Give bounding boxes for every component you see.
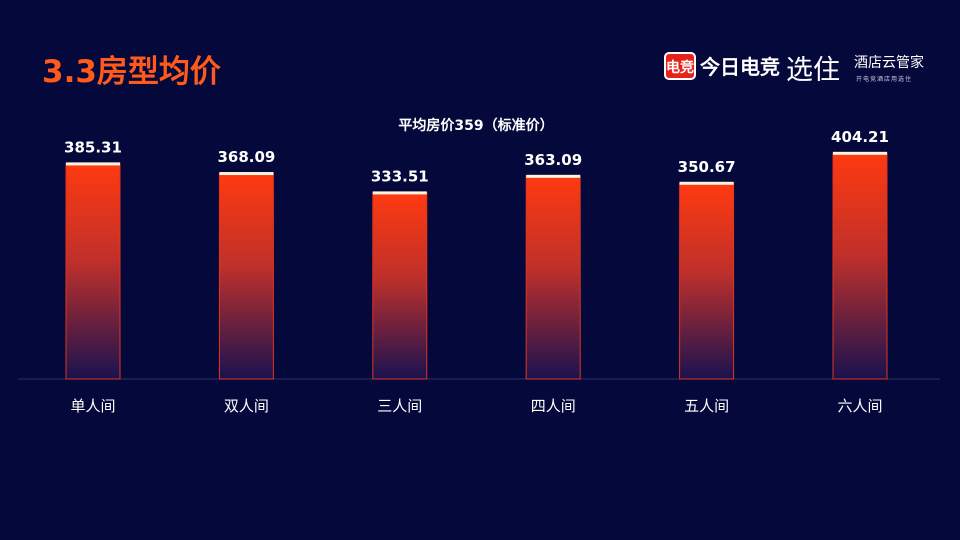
bar-6 <box>832 152 888 380</box>
value-label-3: 333.51 <box>371 167 429 185</box>
category-label-1: 单人间 <box>70 397 115 415</box>
category-label-6: 六人间 <box>837 397 882 415</box>
brand-name-hotel: 酒店云管家 <box>854 55 924 71</box>
value-label-4: 363.09 <box>524 151 582 169</box>
bar-cap-2 <box>219 172 274 176</box>
bar-cap-6 <box>833 151 887 155</box>
brand-name-jinri: 今日电竞 <box>700 55 780 79</box>
chart-subtitle: 平均房价359（标准价） <box>398 117 553 134</box>
value-label-5: 350.67 <box>678 158 736 176</box>
page-title: 3.3房型均价 <box>42 54 221 90</box>
bar-cap-5 <box>679 181 734 185</box>
bar-cap-3 <box>372 191 427 195</box>
brand-badge-icon: 电竞 <box>664 52 696 80</box>
bar-cap-4 <box>526 174 581 178</box>
bar-1 <box>65 162 121 380</box>
category-label-2: 双人间 <box>224 397 269 415</box>
value-label-2: 368.09 <box>217 148 275 166</box>
value-label-1: 385.31 <box>64 138 122 156</box>
brand-logos: 电竞 今日电竞 选住 酒店云管家 开电竞酒店用选住 <box>664 50 944 86</box>
bar-3 <box>372 191 428 380</box>
value-label-6: 404.21 <box>831 128 889 146</box>
bar-2 <box>218 172 274 380</box>
brand-tagline: 开电竞酒店用选住 <box>856 76 913 83</box>
bar-4 <box>525 175 581 380</box>
category-label-4: 四人间 <box>531 397 576 415</box>
bar-5 <box>679 182 735 380</box>
bar-cap-1 <box>66 162 120 166</box>
category-label-3: 三人间 <box>377 397 422 415</box>
category-label-5: 五人间 <box>684 397 729 415</box>
brand-name-xuanzhu: 选住 <box>786 55 840 86</box>
